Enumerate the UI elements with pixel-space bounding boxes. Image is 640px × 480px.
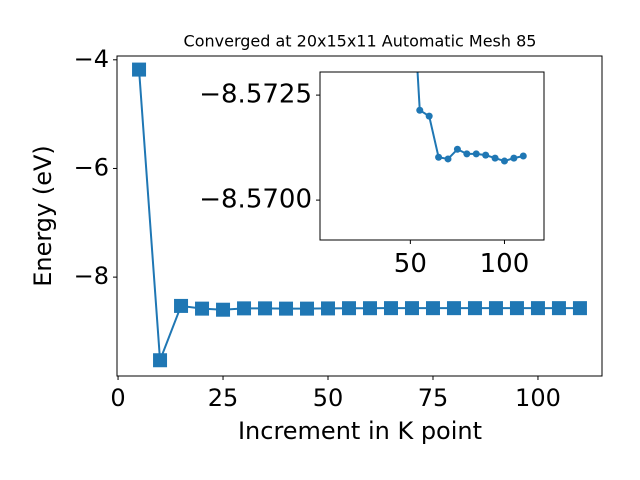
data-point	[404, 301, 419, 316]
x-tick-label: 100	[515, 384, 561, 412]
y-tick-label: −6	[74, 153, 109, 181]
data-point	[416, 106, 424, 114]
data-point	[551, 301, 566, 316]
data-point	[216, 302, 231, 317]
x-tick-label: 50	[313, 384, 344, 412]
data-point	[237, 301, 252, 316]
data-point	[153, 353, 168, 368]
y-tick-label: −8.5725	[199, 80, 312, 110]
data-point	[425, 112, 433, 120]
x-tick-label: 50	[394, 249, 427, 279]
x-axis-label: Increment in K point	[238, 417, 482, 445]
data-point	[509, 301, 524, 316]
chart-title: Converged at 20x15x11 Automatic Mesh 85	[184, 32, 537, 51]
data-point	[435, 153, 443, 161]
axes-frame	[116, 55, 603, 377]
data-point	[467, 301, 482, 316]
x-tick-label: 0	[110, 384, 125, 412]
data-point	[300, 301, 315, 316]
data-point	[530, 301, 545, 316]
data-line	[138, 69, 580, 361]
x-tick-label: 75	[418, 384, 449, 412]
data-point	[444, 155, 452, 163]
x-tick-label: 25	[208, 384, 239, 412]
y-axis-label: Energy (eV)	[29, 145, 57, 287]
x-tick-label: 100	[480, 249, 530, 279]
data-point	[446, 301, 461, 316]
y-tick-label: −8	[74, 262, 109, 290]
data-point	[519, 152, 527, 160]
data-point	[174, 298, 189, 313]
data-point	[463, 150, 471, 158]
data-point	[472, 150, 480, 158]
data-point	[195, 301, 210, 316]
data-point	[258, 301, 273, 316]
data-point	[362, 301, 377, 316]
data-point	[482, 151, 490, 159]
data-point	[488, 301, 503, 316]
y-tick-label: −4	[74, 45, 109, 73]
data-point	[510, 154, 518, 162]
data-point	[572, 301, 587, 316]
data-point	[425, 301, 440, 316]
plot-content	[132, 62, 587, 368]
data-point	[321, 301, 336, 316]
data-point	[342, 301, 357, 316]
y-tick-label: −8.5700	[199, 185, 312, 215]
data-point	[383, 301, 398, 316]
data-point	[491, 154, 499, 162]
data-point	[132, 62, 147, 77]
plot-area	[320, 72, 544, 240]
data-point	[279, 301, 294, 316]
plot-content	[416, 72, 527, 165]
data-point	[453, 145, 461, 153]
axes-frame	[319, 71, 545, 241]
data-point	[500, 157, 508, 165]
